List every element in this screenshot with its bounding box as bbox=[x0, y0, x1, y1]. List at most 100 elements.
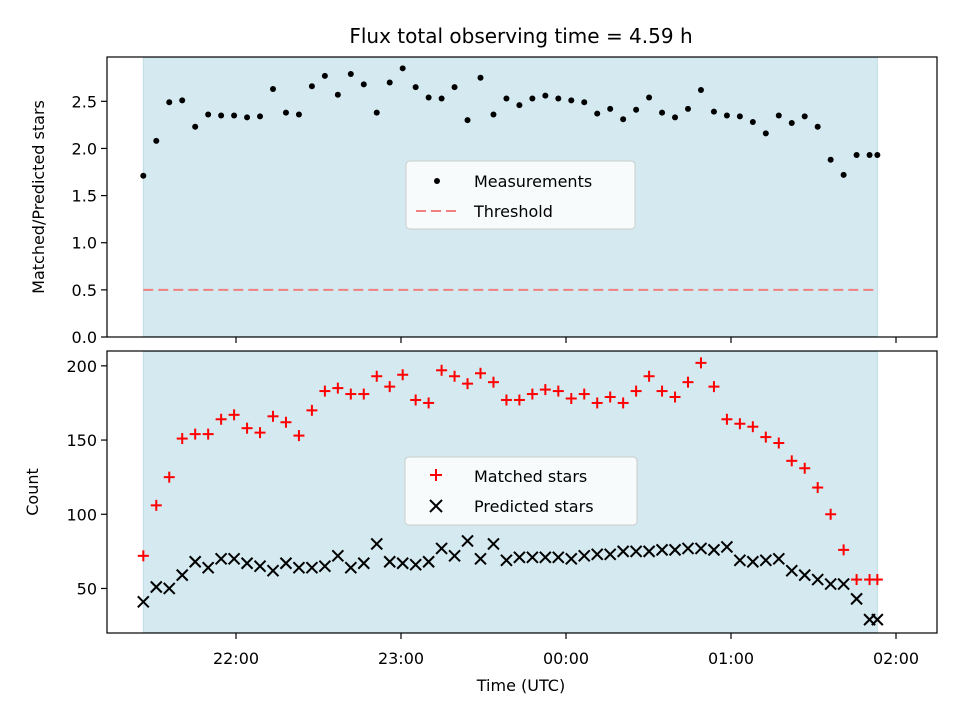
matched-star-point bbox=[851, 574, 863, 586]
predicted-star-point bbox=[163, 582, 176, 595]
legend-predicted-label: Predicted stars bbox=[474, 497, 594, 516]
predicted-star-point bbox=[188, 555, 202, 568]
bottom-panel: 50 100 150 200 22:00 23:00 00:00 01:00 02:00 Co… bbox=[23, 350, 938, 695]
measurement-point bbox=[282, 109, 289, 116]
predicted-star-point bbox=[837, 577, 850, 591]
measurement-point bbox=[373, 109, 380, 116]
matched-star-point bbox=[358, 388, 370, 400]
measurement-point bbox=[723, 112, 730, 119]
bottom-ytick-label: 50 bbox=[77, 579, 97, 598]
predicted-star-point bbox=[487, 537, 500, 551]
bottom-y-axis: 50 100 150 200 bbox=[66, 357, 107, 598]
legend-predicted-marker bbox=[429, 499, 443, 513]
measurement-points bbox=[140, 65, 881, 179]
top-ytick-label: 1.0 bbox=[72, 234, 97, 253]
matched-star-point bbox=[617, 397, 629, 409]
predicted-star-point bbox=[629, 545, 643, 558]
matched-star-point bbox=[539, 384, 551, 396]
top-legend: Measurements Threshold bbox=[405, 160, 636, 230]
top-panel: 0.0 0.5 1.0 1.5 2.0 2.5 Matched/Predicted sta… bbox=[29, 56, 938, 347]
measurement-point bbox=[788, 119, 795, 126]
matched-star-point bbox=[189, 428, 201, 440]
predicted-star-point bbox=[214, 552, 228, 565]
measurement-point bbox=[874, 152, 881, 159]
bottom-legend: Matched stars Predicted stars bbox=[404, 456, 638, 526]
top-plot-frame bbox=[106, 56, 938, 338]
measurement-point bbox=[231, 112, 238, 119]
predicted-star-point bbox=[279, 557, 293, 570]
measurement-point bbox=[477, 74, 484, 81]
predicted-star-point bbox=[772, 552, 785, 565]
matched-star-point bbox=[163, 471, 175, 483]
predicted-star-point bbox=[448, 549, 461, 563]
predicted-star-point bbox=[733, 554, 747, 567]
measurement-point bbox=[749, 119, 756, 126]
top-ytick-label: 0.5 bbox=[72, 281, 97, 300]
predicted-star-point bbox=[201, 561, 215, 574]
bottom-ytick-label: 100 bbox=[66, 505, 97, 524]
matched-star-point bbox=[734, 418, 746, 430]
measurement-point bbox=[308, 83, 315, 90]
top-ytick-label: 2.5 bbox=[72, 92, 97, 111]
predicted-star-point bbox=[409, 558, 422, 571]
predicted-star-point bbox=[552, 551, 565, 564]
matched-star-point bbox=[786, 455, 798, 467]
measurement-point bbox=[140, 172, 147, 179]
predicted-star-point bbox=[526, 551, 539, 564]
predicted-star-point bbox=[798, 568, 811, 582]
matched-star-point bbox=[721, 413, 733, 425]
matched-star-point bbox=[423, 397, 435, 409]
measurement-point bbox=[581, 99, 588, 106]
measurement-point bbox=[516, 102, 523, 109]
predicted-star-point bbox=[370, 537, 383, 551]
matched-star-point bbox=[228, 409, 240, 421]
predicted-star-point bbox=[565, 552, 578, 565]
matched-star-point bbox=[449, 370, 461, 382]
matched-star-point bbox=[500, 394, 512, 406]
bottom-x-axis: 22:00 23:00 00:00 01:00 02:00 bbox=[213, 633, 919, 668]
predicted-star-point bbox=[150, 580, 163, 594]
matched-star-point bbox=[656, 385, 668, 397]
measurement-point bbox=[672, 114, 679, 121]
measurement-point bbox=[244, 114, 251, 121]
measurement-point bbox=[710, 108, 717, 115]
measurement-point bbox=[736, 113, 743, 120]
bottom-y-axis-label: Count bbox=[23, 468, 42, 516]
legend-measurements-label: Measurements bbox=[474, 172, 592, 191]
bottom-xtick-label: 23:00 bbox=[378, 649, 424, 668]
predicted-star-point bbox=[707, 543, 721, 557]
predicted-star-point bbox=[539, 551, 552, 564]
predicted-star-point bbox=[655, 543, 669, 557]
predicted-star-point bbox=[513, 551, 526, 564]
predicted-star-point bbox=[383, 555, 396, 568]
measurement-point bbox=[464, 117, 471, 124]
predicted-star-point bbox=[746, 555, 760, 568]
matched-star-point bbox=[760, 431, 772, 443]
predicted-star-point bbox=[422, 555, 435, 568]
measurement-point bbox=[425, 94, 432, 101]
legend-matched-marker bbox=[430, 469, 442, 481]
measurement-point bbox=[386, 79, 393, 86]
matched-star-point bbox=[332, 382, 344, 394]
matched-star-point bbox=[695, 357, 707, 369]
matched-star-point bbox=[682, 376, 694, 388]
matched-star-point bbox=[871, 574, 883, 586]
matched-star-point bbox=[669, 391, 681, 403]
top-y-axis-label: Matched/Predicted stars bbox=[29, 100, 48, 294]
predicted-star-point bbox=[578, 549, 591, 563]
measurement-point bbox=[295, 111, 302, 118]
predicted-star-point bbox=[305, 561, 319, 574]
matched-star-point bbox=[487, 376, 499, 388]
measurement-point bbox=[633, 106, 640, 113]
predicted-star-point bbox=[227, 552, 241, 565]
measurement-point bbox=[360, 81, 367, 88]
measurement-point bbox=[347, 70, 354, 77]
predicted-stars-points bbox=[137, 534, 884, 626]
bottom-xtick-label: 01:00 bbox=[708, 649, 754, 668]
measurement-point bbox=[659, 109, 666, 116]
predicted-star-point bbox=[759, 554, 773, 567]
predicted-star-point bbox=[668, 543, 682, 557]
matched-star-point bbox=[241, 422, 253, 434]
measurement-point bbox=[399, 65, 406, 72]
